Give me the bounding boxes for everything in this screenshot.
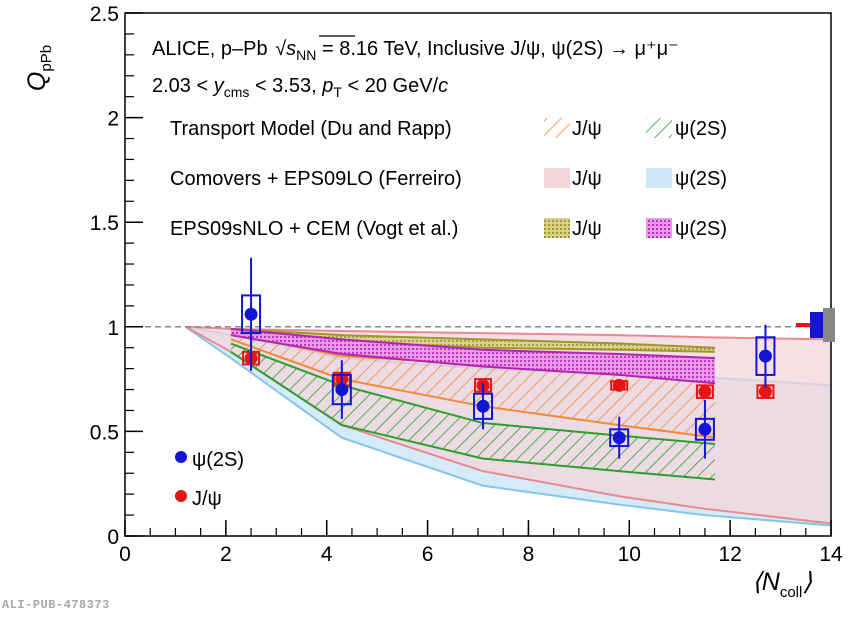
y-tick-label: 0.5 <box>90 421 119 444</box>
legend-comover-jpsi-label: J/ψ <box>572 168 602 190</box>
band-3 <box>230 343 716 480</box>
jpsi-point <box>698 385 712 399</box>
legend-jpsi-label: J/ψ <box>192 488 222 510</box>
annotation-line-1: ALICE, p–Pb √sNN = 8.16 TeV, Inclusive J… <box>152 38 679 63</box>
annotation-line-2: 2.03 < ycms < 3.53, pT < 20 GeV/c <box>152 75 448 100</box>
band-3-lower-edge <box>230 351 716 481</box>
legend-comover-psi2s-swatch <box>646 168 672 188</box>
axes: 0 2 4 6 8 10 12 14 0 0.5 1 1.5 2 2.5 <box>90 3 843 566</box>
global-uncertainty-gray-box <box>823 308 835 342</box>
y-tick-label: 1.5 <box>90 212 119 235</box>
y-tick-label: 2.5 <box>90 3 119 26</box>
legend-vogt-psi2s-swatch <box>646 218 672 238</box>
legend-vogt-psi2s-label: ψ(2S) <box>675 218 727 240</box>
legend-transport-psi2s-label: ψ(2S) <box>675 118 727 140</box>
x-tick-label: 0 <box>119 543 131 566</box>
y-tick-label: 2 <box>107 108 119 131</box>
band-1-lower-edge <box>184 325 831 527</box>
psi2s-point <box>698 422 712 436</box>
y-tick-label: 0 <box>107 526 119 549</box>
legend-comover-jpsi-swatch <box>544 168 570 188</box>
y-tick-label: 1 <box>107 317 119 340</box>
psi2s-point <box>758 349 772 363</box>
jpsi-point <box>758 385 772 399</box>
global-uncertainty-blue-box <box>810 312 823 338</box>
x-tick-label: 4 <box>321 543 333 566</box>
psi2s-point <box>612 431 626 445</box>
band-5-upper-edge <box>230 327 716 349</box>
legend-vogt-label: EPS09sNLO + CEM (Vogt et al.) <box>170 218 458 240</box>
legend-jpsi-marker <box>175 490 187 502</box>
y-axis-title: QpPb <box>23 45 55 91</box>
legend-psi2s-marker <box>175 451 187 463</box>
legend-comover-psi2s-label: ψ(2S) <box>675 168 727 190</box>
x-tick-label: 10 <box>618 543 641 566</box>
global-uncertainty-red-bar <box>796 323 810 327</box>
model-legend: Transport Model (Du and Rapp) J/ψ ψ(2S) … <box>170 118 727 240</box>
data-points <box>241 257 776 459</box>
band-6-upper-edge <box>230 327 716 360</box>
legend-transport-label: Transport Model (Du and Rapp) <box>170 118 452 140</box>
model-bands <box>184 325 831 527</box>
x-tick-label: 12 <box>718 543 741 566</box>
legend-psi2s-label: ψ(2S) <box>192 449 244 471</box>
band-4 <box>230 333 716 438</box>
publication-id: ALI-PUB-478373 <box>2 598 110 612</box>
jpsi-point <box>612 378 626 392</box>
legend-comover-label: Comovers + EPS09LO (Ferreiro) <box>170 168 462 190</box>
data-legend: ψ(2S) J/ψ <box>175 449 244 510</box>
legend-transport-psi2s-swatch <box>646 118 672 138</box>
legend-vogt-jpsi-label: J/ψ <box>572 218 602 240</box>
x-tick-label: 8 <box>523 543 535 566</box>
legend-vogt-jpsi-swatch <box>544 218 570 238</box>
band-6 <box>230 328 716 384</box>
psi2s-point <box>335 383 349 397</box>
band-6-lower-edge <box>230 334 716 385</box>
legend-transport-jpsi-label: J/ψ <box>572 118 602 140</box>
x-tick-label: 6 <box>422 543 434 566</box>
psi2s-point <box>244 307 258 321</box>
x-axis-title: ⟨Ncoll⟩ <box>752 568 812 601</box>
x-tick-label: 2 <box>220 543 232 566</box>
band-5 <box>230 328 716 352</box>
psi2s-point <box>476 399 490 413</box>
legend-transport-jpsi-swatch <box>544 118 570 138</box>
x-tick-label: 14 <box>819 543 843 566</box>
